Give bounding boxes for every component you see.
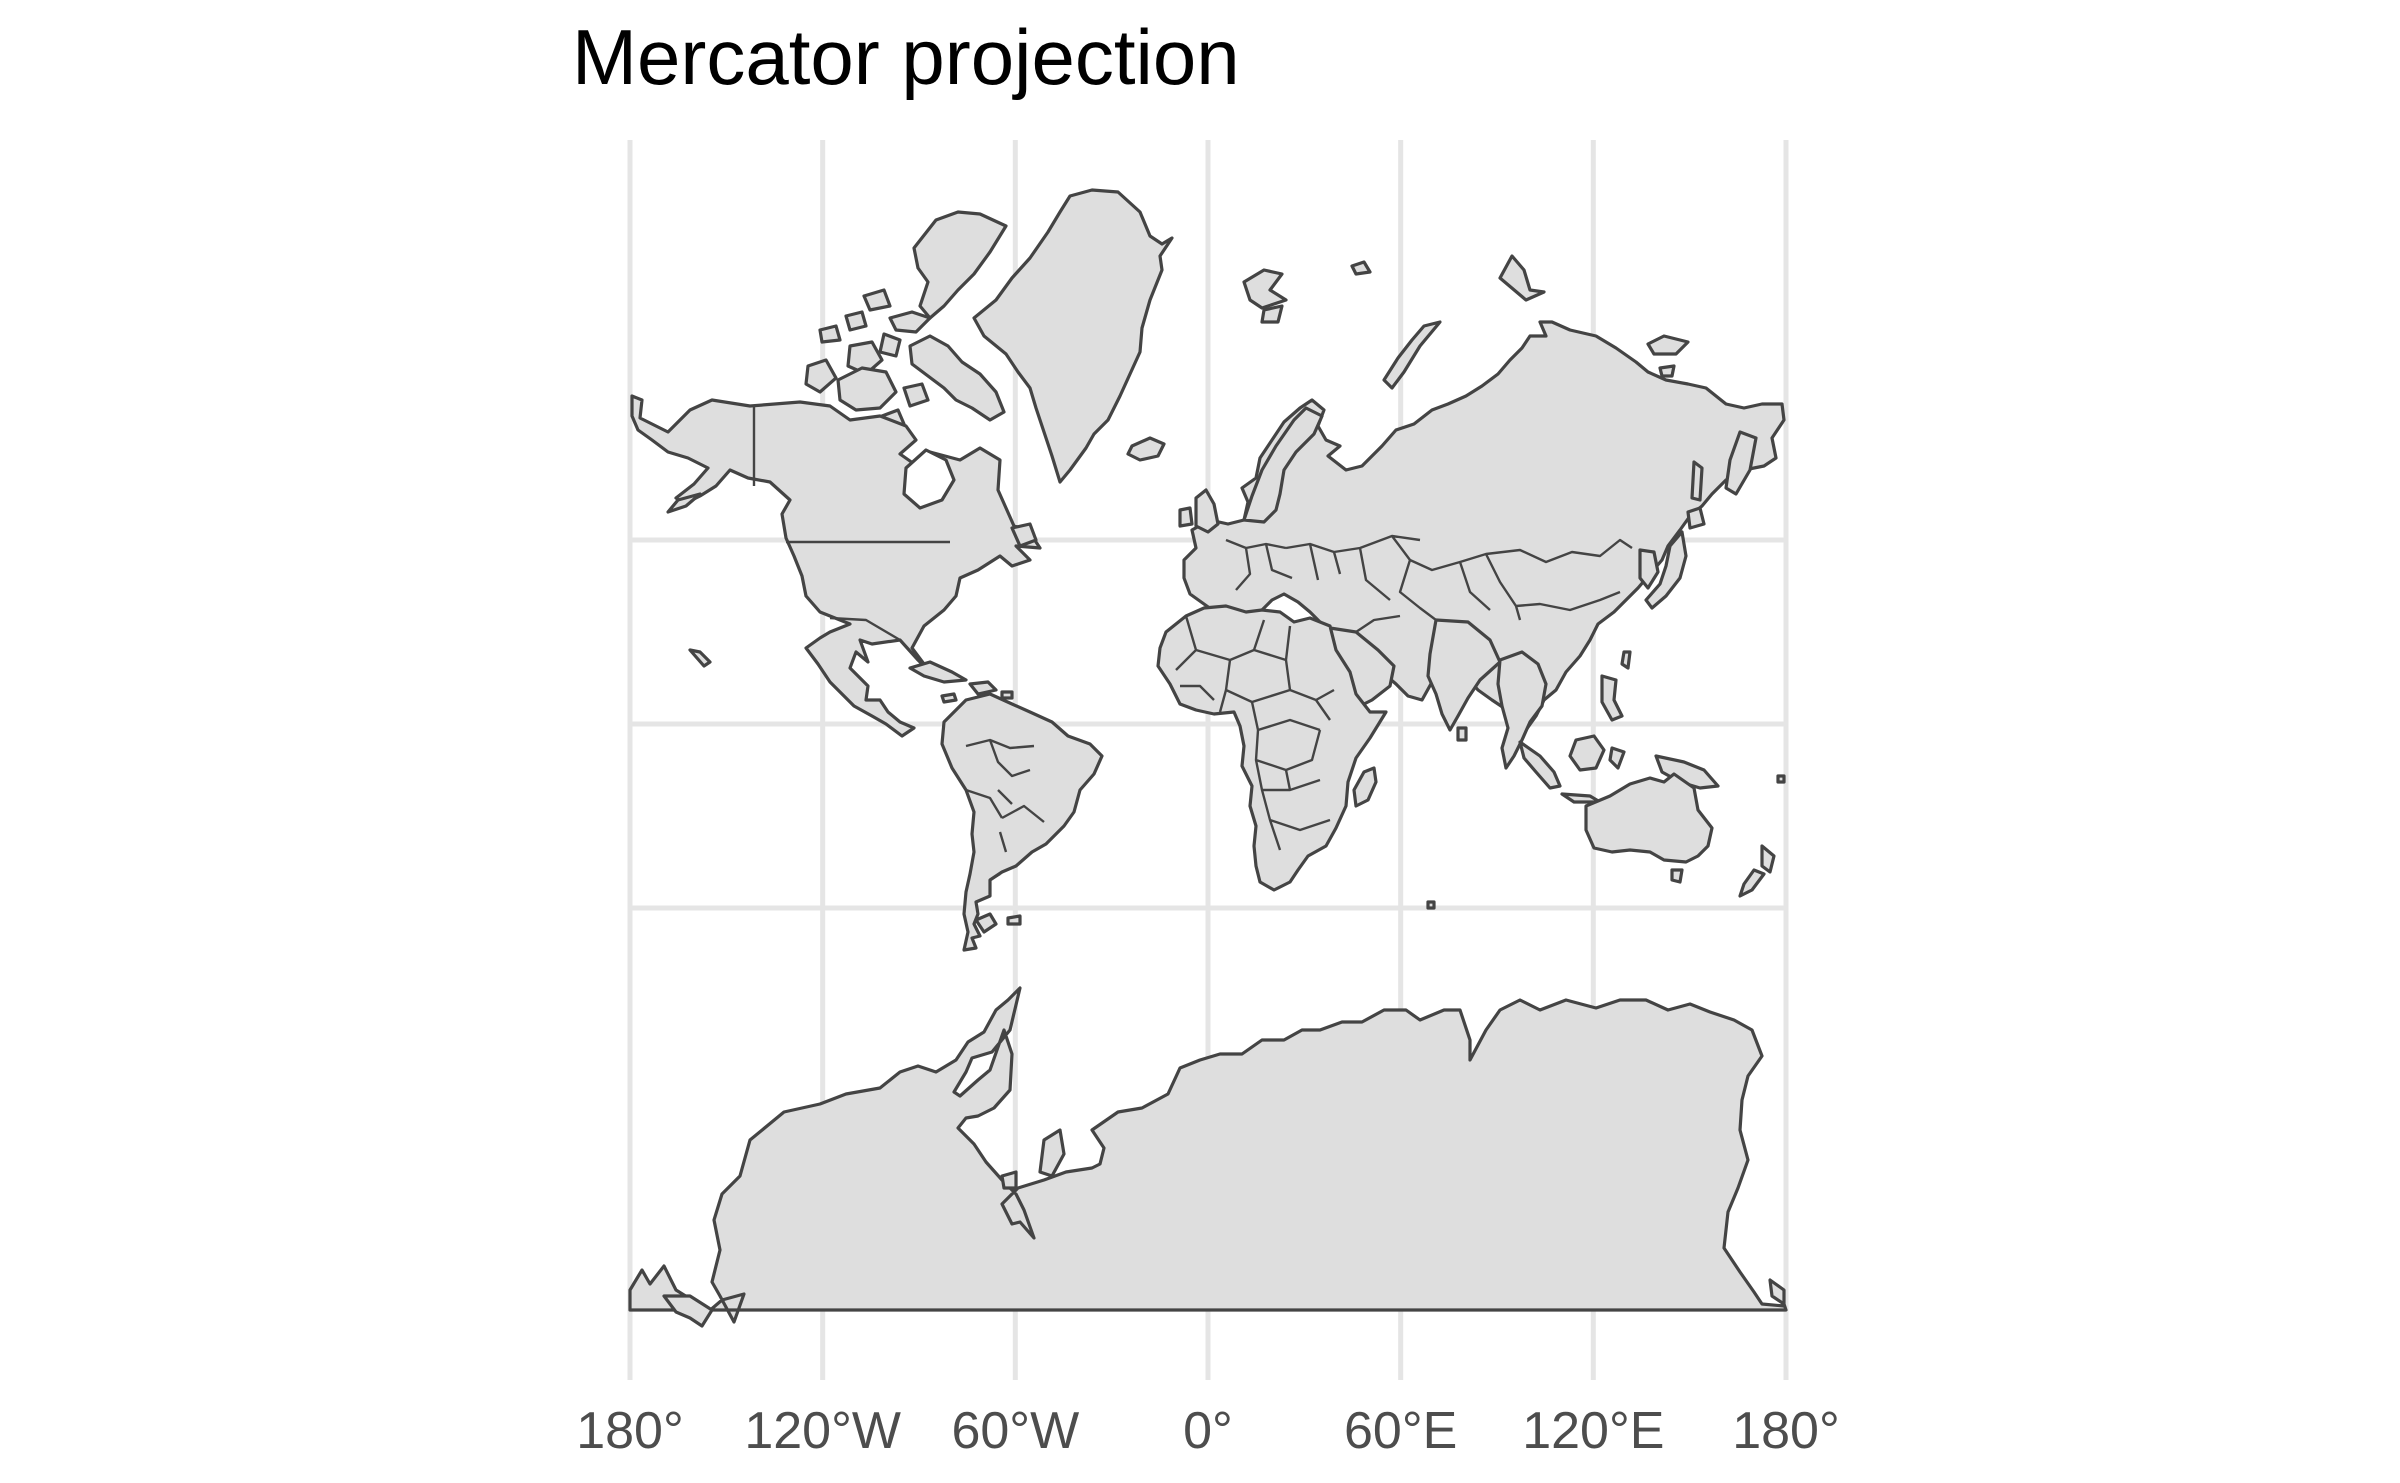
korea: [1638, 548, 1660, 590]
iceland: [1126, 436, 1166, 462]
arctic-island-b: [844, 310, 868, 332]
sri-lanka: [1456, 726, 1468, 742]
arctic-island-c: [818, 324, 842, 344]
kamchatka: [1724, 430, 1758, 496]
ireland: [1178, 506, 1194, 528]
arctic-island-e: [846, 340, 884, 376]
wrangel-island: [1658, 364, 1676, 378]
svalbard: [1242, 268, 1288, 310]
aleutians: [666, 492, 702, 514]
banks-island: [804, 358, 838, 394]
longitude-tick-label: 0°: [1183, 1402, 1233, 1460]
us-mexico-border: [829, 616, 901, 642]
svalbard-south: [1260, 304, 1284, 324]
kerguelen: [1426, 900, 1436, 910]
new-guinea: [1654, 754, 1720, 790]
africa-borders: [1175, 615, 1335, 851]
new-siberian-islands: [1646, 334, 1690, 356]
south-america-borders: [965, 738, 1045, 882]
ross-ice-islands: [662, 1294, 714, 1328]
hudson-bay-inner: [902, 448, 956, 510]
hispaniola: [968, 680, 998, 696]
antarctica: [628, 986, 1788, 1324]
puerto-rico: [1000, 690, 1014, 700]
longitude-tick-label: 180°: [1732, 1402, 1840, 1460]
longitude-tick-label: 60°E: [1344, 1402, 1457, 1460]
hokkaido: [1686, 506, 1706, 530]
falklands: [1006, 914, 1022, 926]
ellesmere-island: [912, 210, 1008, 320]
africa: [1156, 604, 1388, 892]
novaya-zemlya: [1382, 320, 1442, 390]
madagascar: [1352, 766, 1378, 808]
longitude-tick-label: 60°W: [951, 1402, 1079, 1460]
tasmania: [1670, 868, 1684, 884]
devon-island: [888, 310, 932, 334]
antarctic-peninsula-islands: [1038, 1128, 1066, 1178]
longitude-tick-label: 180°: [576, 1402, 684, 1460]
great-britain: [1194, 488, 1220, 534]
newfoundland: [1010, 522, 1038, 548]
taiwan: [1620, 650, 1632, 670]
longitude-tick-label: 120°E: [1522, 1402, 1664, 1460]
south-america: [940, 692, 1104, 952]
tierra-del-fuego: [974, 912, 998, 934]
south-shetland: [1000, 1170, 1018, 1190]
victoria-island: [836, 366, 898, 412]
scandinavia: [1242, 406, 1324, 524]
japan: [1644, 530, 1688, 610]
new-zealand-south: [1738, 868, 1766, 898]
indochina: [1496, 650, 1548, 770]
australia: [1584, 772, 1714, 864]
greenland: [972, 188, 1174, 484]
cuba: [908, 660, 968, 684]
map-title: Mercator projection: [572, 13, 1240, 101]
longitude-tick-label: 120°W: [744, 1402, 901, 1460]
eurasia-borders: [1225, 534, 1633, 663]
sumatra: [1518, 740, 1562, 790]
hawaii: [688, 648, 712, 668]
sakhalin: [1690, 460, 1704, 502]
arctic-island-a: [862, 288, 892, 312]
landmasses: [628, 188, 1788, 1328]
borneo: [1568, 734, 1606, 772]
fiji: [1776, 774, 1786, 784]
baffin-island: [908, 334, 1006, 422]
new-zealand-north: [1760, 844, 1776, 874]
longitude-axis: 180° 120°W 60°W 0° 60°E 120°E 180°: [576, 1402, 1840, 1460]
southampton-island: [902, 382, 930, 408]
arctic-island-d: [878, 332, 902, 358]
jamaica: [940, 692, 958, 704]
severnaya-zemlya: [1498, 254, 1546, 302]
philippines: [1600, 674, 1624, 722]
franz-josef-land: [1350, 260, 1372, 276]
sulawesi: [1608, 746, 1626, 770]
